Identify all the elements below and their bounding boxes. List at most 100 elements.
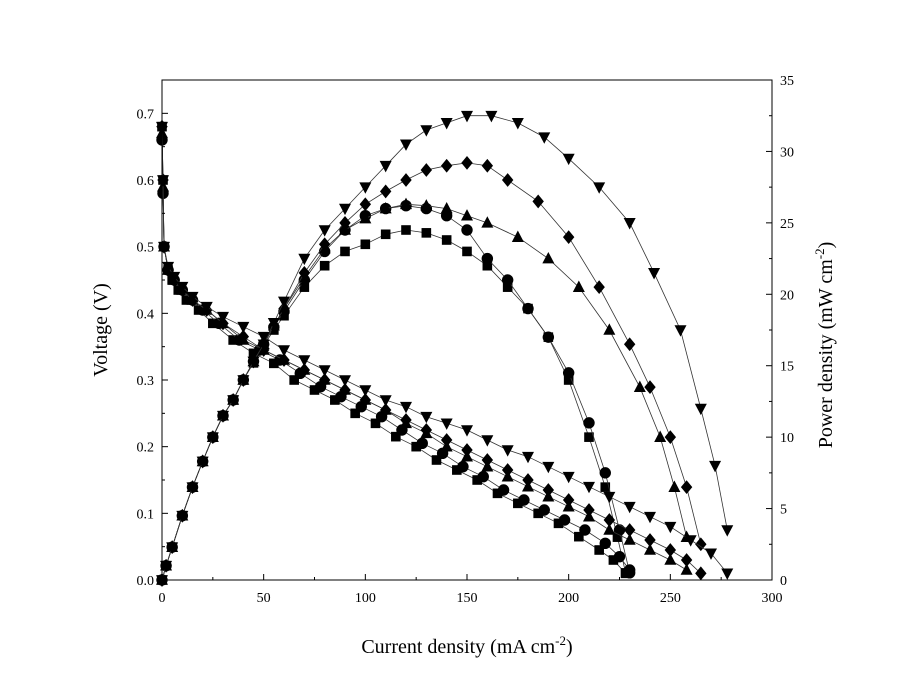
power-point-triangle-down — [166, 542, 179, 554]
power-point-square — [584, 432, 594, 442]
y-tick-label: 0.3 — [137, 374, 155, 389]
voltage-point-diamond — [420, 423, 433, 437]
voltage-point-triangle-down — [461, 425, 473, 437]
voltage-point-square — [533, 508, 543, 519]
voltage-point-diamond — [298, 363, 311, 377]
power-point-diamond — [695, 537, 707, 552]
voltage-point-triangle-up — [644, 543, 656, 555]
power-point-triangle-down — [648, 268, 661, 280]
voltage-point-square — [228, 335, 238, 345]
axes-layer: 0 50 100 150 200 250 300 0.00.10.20.30.40.50.6… — [90, 74, 837, 658]
voltage-point-square — [350, 408, 360, 419]
power-point-square — [360, 239, 371, 250]
voltage-point-circle — [497, 484, 510, 496]
power-point-diamond — [623, 337, 636, 352]
power-point-circle — [623, 567, 636, 579]
voltage-curve-triangle-up — [161, 133, 687, 571]
voltage-point-triangle-down — [603, 491, 616, 504]
power-point-square — [482, 260, 493, 271]
power-point-square — [421, 228, 432, 238]
power-point-triangle-up — [420, 199, 433, 211]
power-point-diamond — [440, 158, 453, 173]
power-point-triangle-up — [633, 380, 646, 392]
power-point-square — [319, 260, 330, 271]
voltage-point-triangle-down — [200, 301, 213, 314]
x-axis-title-end: ) — [566, 636, 573, 658]
power-point-triangle-down — [511, 118, 524, 130]
power-point-circle — [599, 467, 611, 479]
power-point-triangle-down — [206, 432, 219, 444]
voltage-point-diamond — [379, 403, 392, 417]
voltage-point-circle — [518, 494, 530, 506]
power-point-square — [299, 282, 310, 292]
power-point-triangle-up — [542, 251, 555, 264]
voltage-point-circle — [579, 524, 591, 536]
voltage-point-square — [330, 395, 340, 405]
power-point-triangle-down — [721, 525, 734, 537]
y-axis-left-title: Voltage (V) — [90, 283, 112, 377]
y2-tick-label: 5 — [780, 503, 787, 518]
power-point-triangle-down — [379, 160, 392, 173]
y-tick-label: 0.0 — [137, 574, 155, 589]
power-point-diamond — [680, 480, 693, 495]
y-axis-right-title-main: Power density (mW cm — [815, 259, 837, 448]
power-point-diamond — [481, 158, 494, 173]
series-triangle-down — [156, 110, 734, 587]
y2-tick-label: 0 — [780, 574, 787, 589]
power-point-diamond — [501, 173, 514, 187]
voltage-point-circle — [599, 537, 611, 550]
voltage-point-triangle-down — [162, 261, 175, 274]
voltage-point-diamond — [237, 329, 250, 344]
voltage-point-diamond — [461, 443, 473, 457]
voltage-point-triangle-down — [176, 281, 189, 294]
y2-tick-label: 20 — [780, 288, 794, 303]
power-point-triangle-down — [461, 110, 473, 123]
voltage-point-diamond — [481, 453, 494, 467]
voltage-point-square — [370, 418, 381, 429]
voltage-point-diamond — [695, 566, 707, 581]
voltage-point-triangle-down — [237, 321, 250, 334]
voltage-point-diamond — [562, 493, 575, 507]
power-point-diamond — [298, 265, 311, 280]
power-point-triangle-down — [593, 182, 606, 194]
power-point-triangle-down — [485, 110, 498, 123]
power-point-square — [502, 282, 513, 292]
y2-tick-label: 30 — [780, 145, 794, 160]
power-point-triangle-up — [511, 230, 524, 242]
voltage-point-diamond — [400, 413, 412, 427]
voltage-point-diamond — [217, 316, 229, 331]
y-tick-label: 0.7 — [137, 107, 155, 122]
power-point-triangle-down — [623, 218, 636, 230]
voltage-point-square — [492, 488, 503, 499]
voltage-point-triangle-down — [420, 411, 433, 424]
power-point-triangle-down — [176, 510, 189, 523]
power-point-square — [462, 246, 472, 257]
power-point-triangle-up — [481, 216, 494, 228]
voltage-point-square — [411, 441, 421, 452]
voltage-point-triangle-down — [481, 435, 494, 447]
power-point-triangle-up — [668, 480, 681, 492]
voltage-point-triangle-down — [562, 471, 575, 484]
voltage-point-triangle-down — [684, 535, 697, 547]
power-point-square — [401, 225, 411, 235]
power-point-diamond — [318, 237, 331, 252]
power-point-triangle-down — [217, 410, 229, 423]
voltage-point-triangle-down — [318, 365, 331, 377]
power-point-triangle-down — [257, 339, 270, 351]
voltage-point-square — [452, 465, 462, 475]
voltage-point-triangle-down — [721, 568, 734, 580]
power-point-square — [563, 375, 574, 385]
y-axis-right-ticks: 0 5 10 15 20 25 30 35 — [766, 74, 794, 589]
power-point-diamond — [400, 173, 412, 187]
voltage-point-diamond — [278, 353, 290, 367]
voltage-point-diamond — [542, 483, 555, 497]
voltage-point-square — [269, 358, 279, 369]
power-point-diamond — [379, 184, 392, 199]
voltage-point-triangle-down — [257, 331, 270, 344]
power-point-triangle-up — [440, 201, 453, 214]
power-point-circle — [562, 367, 575, 379]
y2-tick-label: 15 — [780, 360, 794, 375]
voltage-point-triangle-down — [379, 395, 392, 407]
power-point-triangle-down — [709, 460, 722, 473]
